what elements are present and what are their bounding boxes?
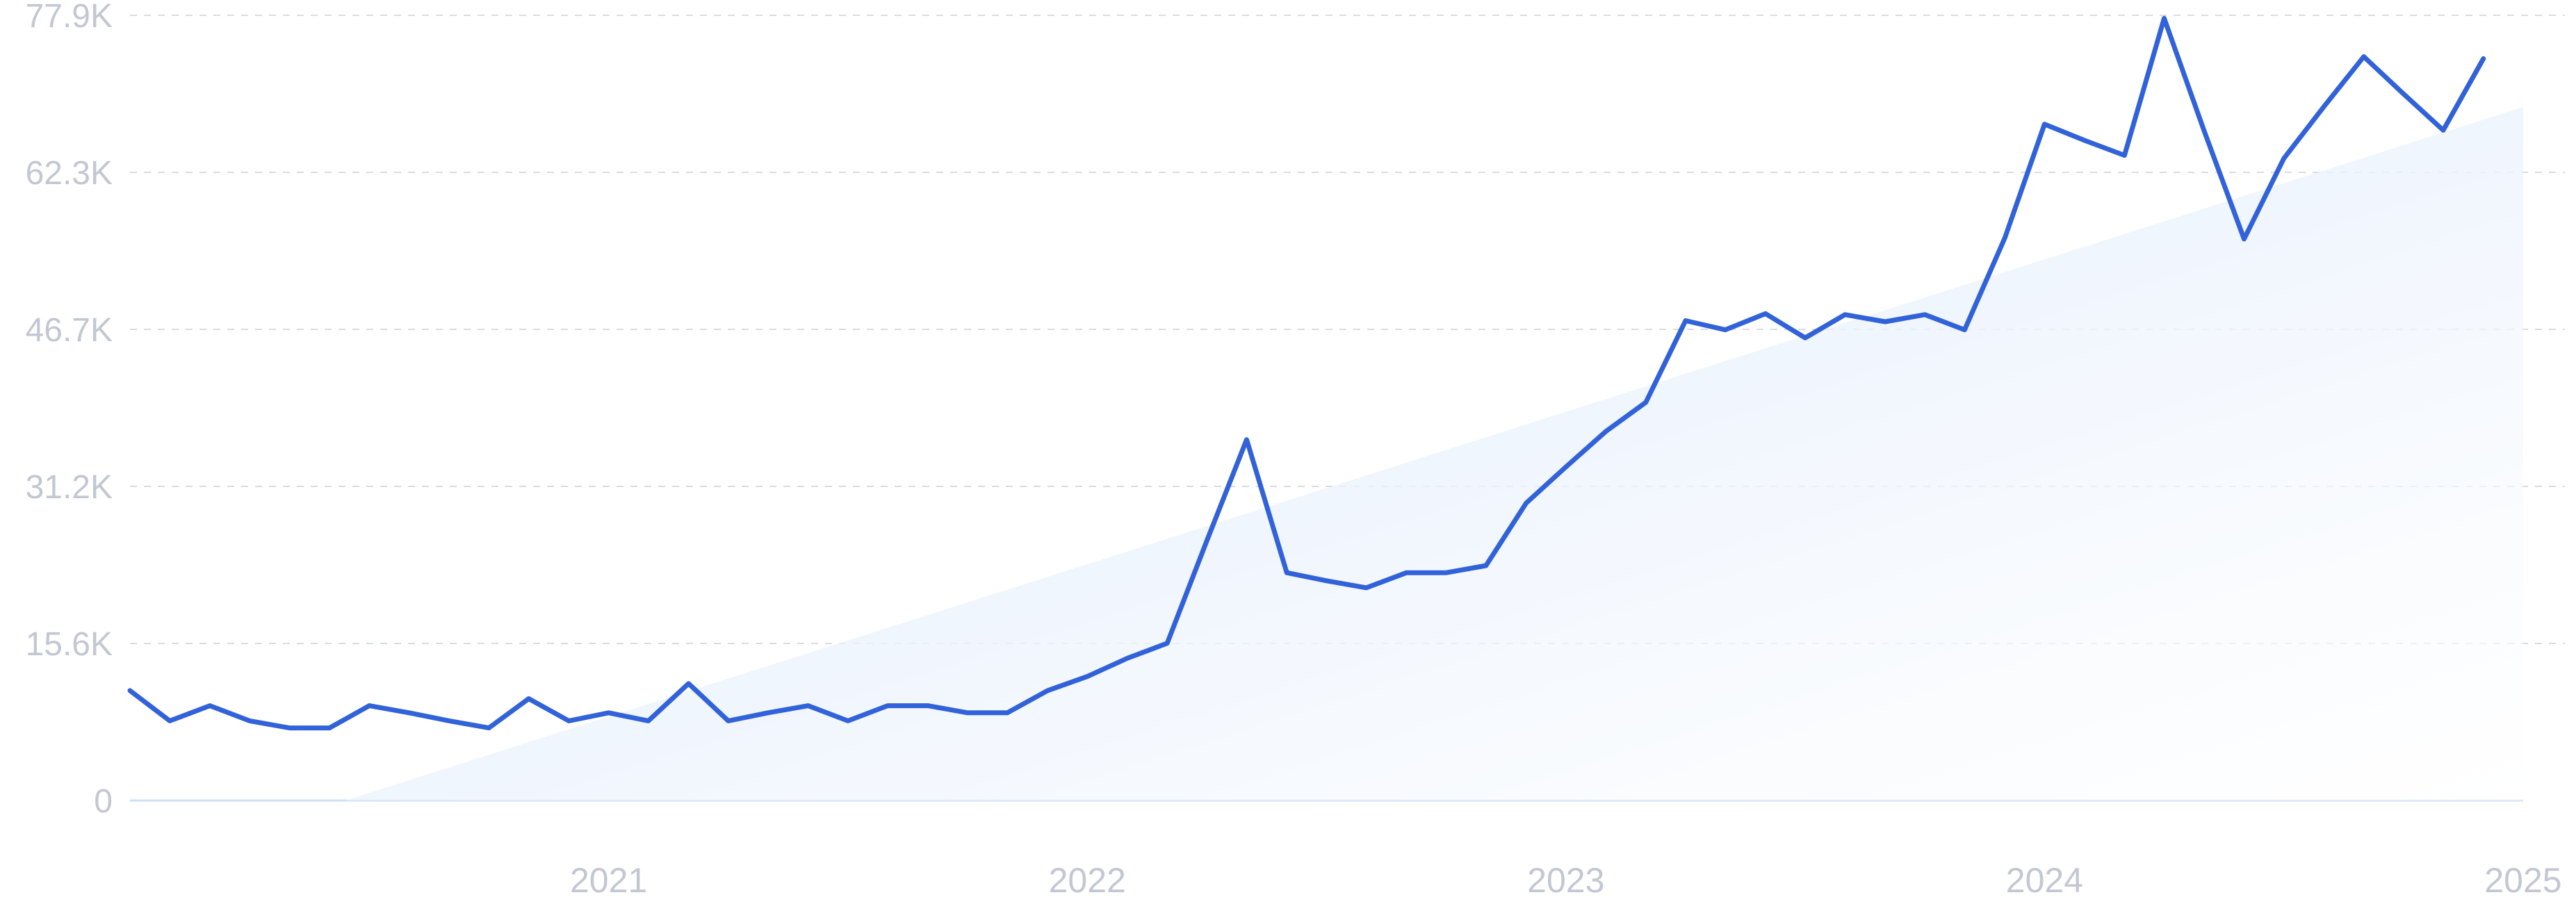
y-tick-label: 15.6K <box>26 626 113 663</box>
series-line <box>127 15 2486 731</box>
trend-area <box>345 107 2523 800</box>
x-tick-label: 2023 <box>1527 861 1604 900</box>
y-tick-label: 31.2K <box>26 469 113 506</box>
y-tick-label: 77.9K <box>26 0 113 35</box>
x-tick-label: 2024 <box>2006 861 2083 900</box>
x-tick-label: 2025 <box>2484 861 2561 900</box>
y-tick-label: 46.7K <box>26 312 113 349</box>
y-tick-label: 0 <box>94 783 113 820</box>
x-tick-label: 2022 <box>1049 861 1126 900</box>
y-tick-label: 62.3K <box>26 155 113 192</box>
x-tick-label: 2021 <box>570 861 647 900</box>
